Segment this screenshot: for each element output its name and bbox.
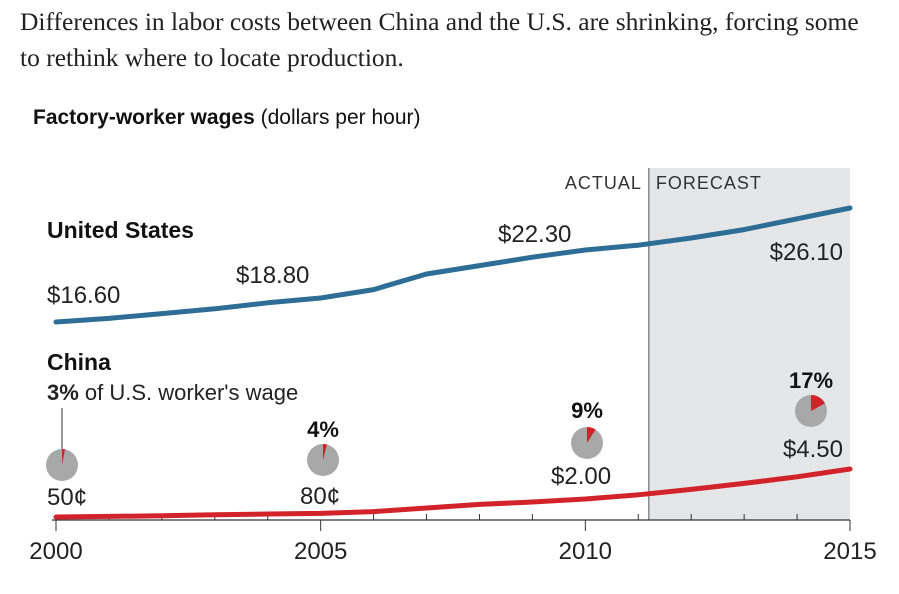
us-value-label: $16.60 [47,282,120,309]
share-percent-label: 4% [307,417,339,442]
chart-title-unit: (dollars per hour) [260,106,421,129]
share-percent-label: 9% [571,398,603,423]
china-value-label: 80¢ [300,483,340,510]
china-value-label: 50¢ [47,484,87,511]
forecast-label: FORECAST [656,173,762,193]
share-pie-slice [323,444,327,460]
us-value-label: $26.10 [770,239,843,266]
x-tick-label: 2010 [559,538,612,565]
china-series-line [53,466,853,520]
us-series-name: United States [47,217,194,243]
chart-title: Factory-worker wages (dollars per hour) [33,106,421,130]
us-value-label: $22.30 [498,221,571,248]
share-pie-slice [587,427,596,443]
forecast-region [648,168,850,520]
actual-label: ACTUAL [565,173,642,193]
x-tick-label: 2015 [823,538,876,565]
chart-title-main: Factory-worker wages [33,106,255,129]
headline: Differences in labor costs between China… [20,7,859,72]
us-value-label: $18.80 [236,262,309,289]
share-pie-slice [811,395,826,411]
china-series-name: China [47,349,111,375]
share-percent-label: 17% [789,368,833,393]
us-series-line [53,205,853,325]
china-value-label: $4.50 [783,436,843,463]
china-value-label: $2.00 [551,463,611,490]
x-tick-label: 2005 [294,538,347,565]
share-note: 3% of U.S. worker's wage [47,380,298,405]
x-tick-label: 2000 [29,538,82,565]
share-pie-slice [62,448,65,465]
